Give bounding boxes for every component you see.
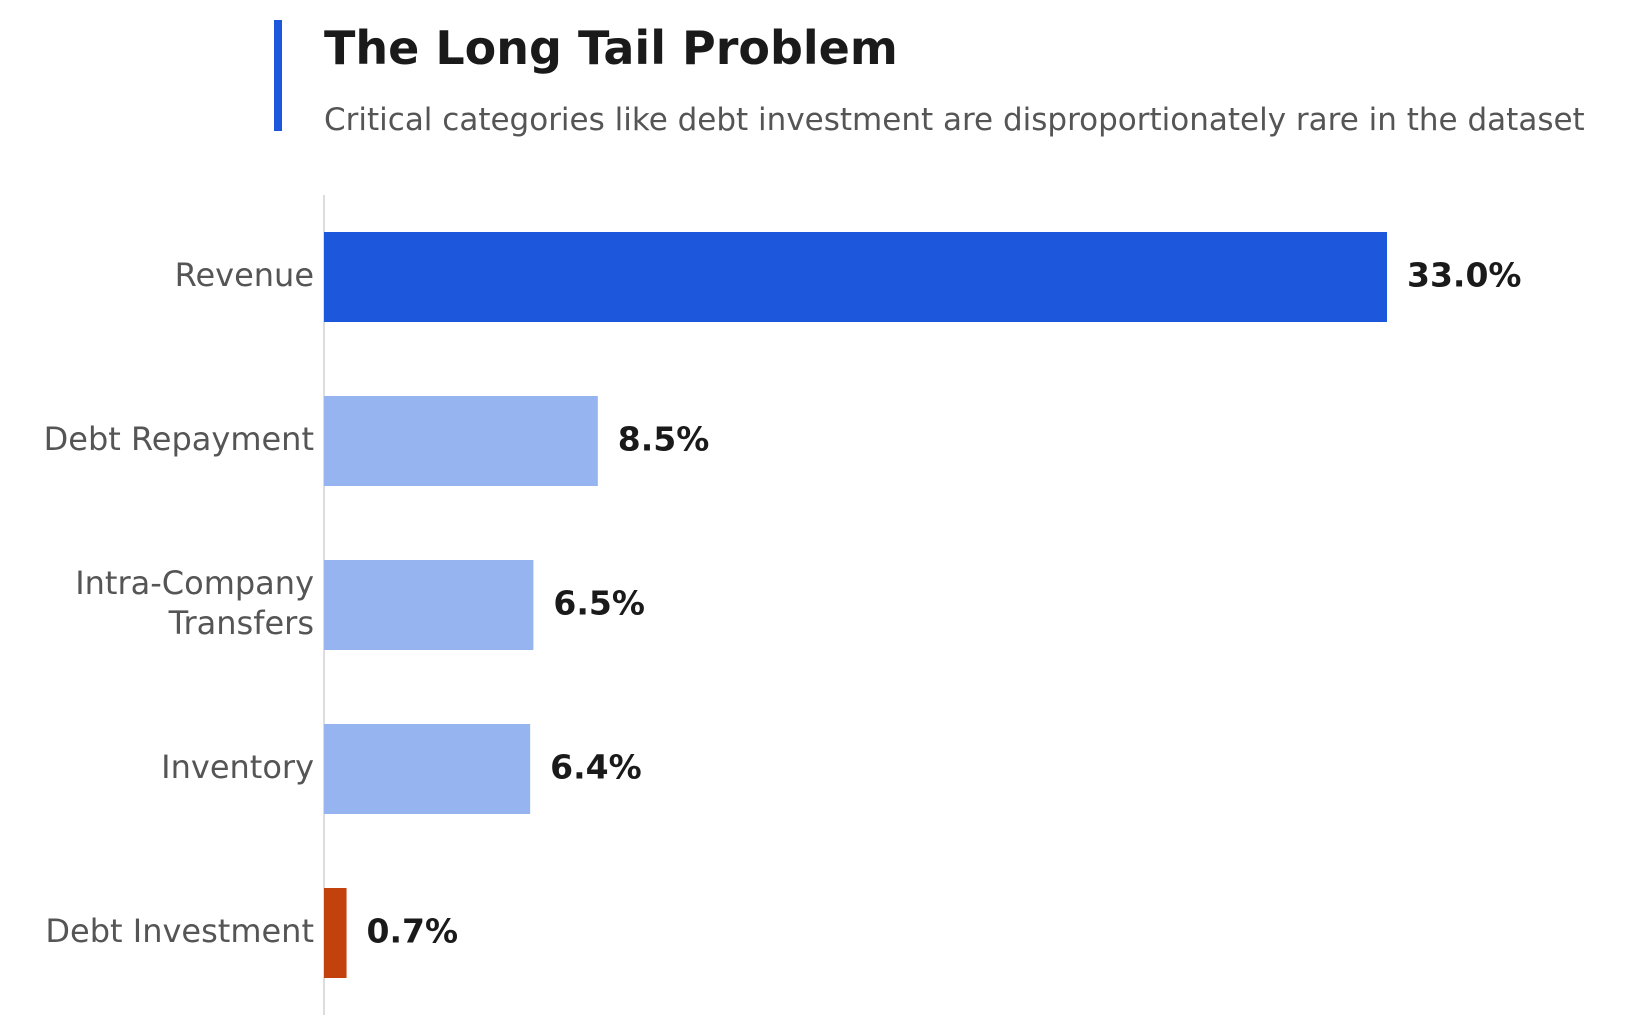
bar-0 [324, 232, 1387, 322]
value-label-2: 6.5% [553, 584, 645, 623]
category-label-line: Revenue [175, 256, 314, 294]
category-label-line: Debt Repayment [44, 420, 314, 458]
bar-2 [324, 560, 534, 650]
value-label-3: 6.4% [550, 748, 642, 787]
category-label-1: Debt Repayment [44, 420, 314, 458]
category-label-line: Transfers [168, 604, 314, 642]
value-label-1: 8.5% [618, 420, 710, 459]
chart-title: The Long Tail Problem [324, 21, 898, 75]
value-label-0: 33.0% [1407, 256, 1522, 295]
category-label-line: Debt Investment [45, 912, 314, 950]
category-label-3: Inventory [161, 748, 314, 786]
category-label-4: Debt Investment [45, 912, 314, 950]
value-label-4: 0.7% [367, 912, 459, 951]
category-label-line: Intra-Company [75, 564, 314, 602]
bar-3 [324, 724, 531, 814]
category-label-0: Revenue [175, 256, 314, 294]
category-label-2: Intra-Company Transfers [75, 564, 314, 642]
bar-1 [324, 396, 598, 486]
bar-4 [324, 888, 347, 978]
chart-subtitle: Critical categories like debt investment… [324, 102, 1585, 138]
category-label-line: Inventory [161, 748, 314, 786]
title-accent-bar [274, 20, 282, 131]
